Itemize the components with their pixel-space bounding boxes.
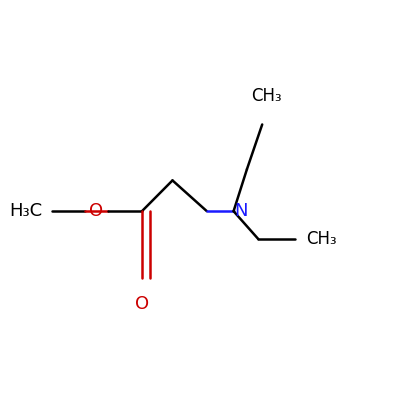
Text: CH₃: CH₃	[251, 87, 281, 105]
Text: CH₃: CH₃	[306, 230, 337, 248]
Text: H₃C: H₃C	[10, 202, 43, 220]
Text: O: O	[89, 202, 103, 220]
Text: O: O	[135, 294, 149, 312]
Text: N: N	[234, 202, 248, 220]
